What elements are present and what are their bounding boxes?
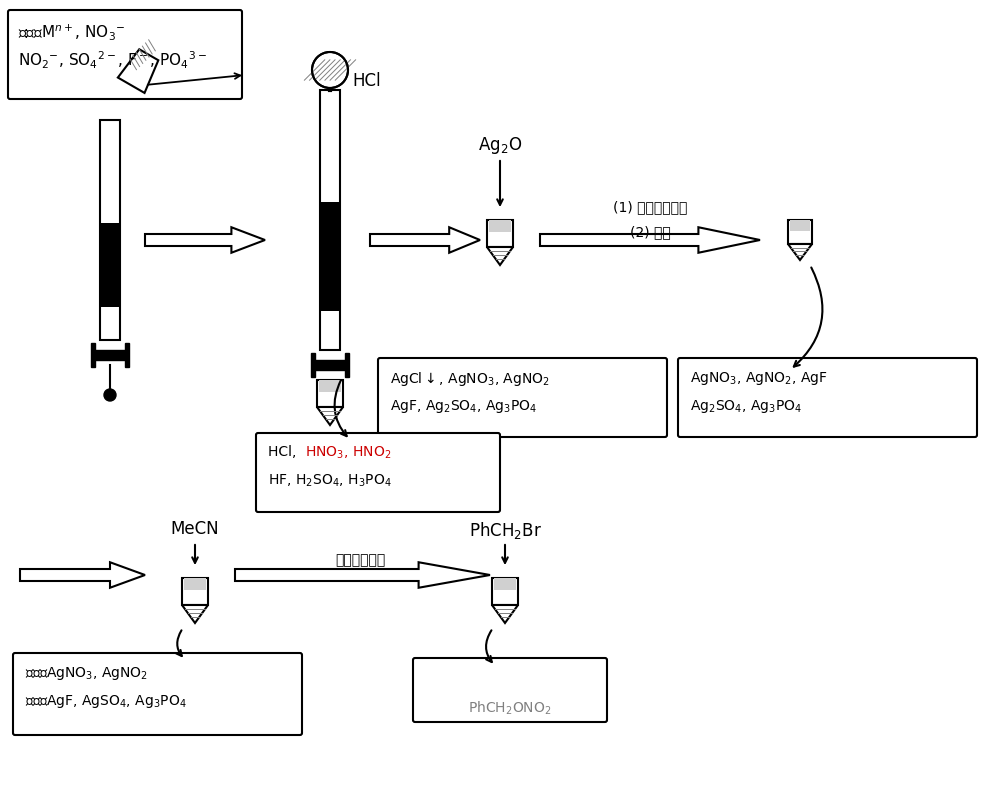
Polygon shape bbox=[118, 49, 158, 93]
FancyBboxPatch shape bbox=[256, 433, 500, 512]
Polygon shape bbox=[487, 247, 513, 265]
Text: Ag$_2$O: Ag$_2$O bbox=[478, 135, 522, 156]
Bar bbox=[319, 380, 341, 392]
Bar bbox=[320, 201, 340, 311]
Bar bbox=[320, 90, 340, 350]
Bar bbox=[311, 353, 315, 377]
Text: 不溶：AgF, AgSO$_4$, Ag$_3$PO$_4$: 不溶：AgF, AgSO$_4$, Ag$_3$PO$_4$ bbox=[25, 693, 187, 710]
Text: AgCl$\downarrow$, AgNO$_3$, AgNO$_2$: AgCl$\downarrow$, AgNO$_3$, AgNO$_2$ bbox=[390, 370, 550, 388]
Bar bbox=[489, 220, 511, 232]
Text: PhCH$_2$ONO$_2$: PhCH$_2$ONO$_2$ bbox=[468, 700, 552, 717]
Text: PhCH$_2$Br: PhCH$_2$Br bbox=[469, 520, 541, 541]
Bar bbox=[100, 120, 120, 340]
Circle shape bbox=[312, 52, 348, 88]
Text: AgNO$_3$, AgNO$_2$, AgF: AgNO$_3$, AgNO$_2$, AgF bbox=[690, 370, 828, 387]
FancyArrow shape bbox=[145, 228, 265, 253]
Bar bbox=[125, 343, 129, 367]
Bar bbox=[790, 220, 810, 231]
Text: (1) 离心除去沉淀: (1) 离心除去沉淀 bbox=[613, 200, 687, 214]
FancyArrow shape bbox=[540, 228, 760, 253]
FancyBboxPatch shape bbox=[378, 358, 667, 437]
FancyBboxPatch shape bbox=[8, 10, 242, 99]
Text: HCl,: HCl, bbox=[268, 445, 301, 459]
Bar bbox=[494, 578, 516, 590]
Text: HNO$_3$, HNO$_2$: HNO$_3$, HNO$_2$ bbox=[305, 445, 391, 461]
Text: 样品：M$^{n+}$, NO$_3$$^{-}$: 样品：M$^{n+}$, NO$_3$$^{-}$ bbox=[18, 22, 125, 42]
Bar bbox=[182, 578, 208, 605]
FancyBboxPatch shape bbox=[13, 653, 302, 735]
Bar bbox=[95, 350, 125, 360]
Bar bbox=[788, 220, 812, 244]
Bar bbox=[315, 360, 345, 370]
Text: HF, H$_2$SO$_4$, H$_3$PO$_4$: HF, H$_2$SO$_4$, H$_3$PO$_4$ bbox=[268, 473, 392, 489]
Polygon shape bbox=[317, 407, 343, 425]
FancyBboxPatch shape bbox=[678, 358, 977, 437]
Bar bbox=[317, 380, 343, 407]
Text: MeCN: MeCN bbox=[171, 520, 219, 538]
Text: (2) 冻干: (2) 冻干 bbox=[630, 225, 670, 239]
Bar bbox=[100, 224, 120, 307]
Circle shape bbox=[104, 389, 116, 401]
Bar bbox=[345, 353, 349, 377]
Bar bbox=[91, 343, 95, 367]
Bar bbox=[487, 220, 513, 247]
FancyArrow shape bbox=[20, 562, 145, 588]
FancyArrow shape bbox=[235, 562, 490, 588]
Text: AgF, Ag$_2$SO$_4$, Ag$_3$PO$_4$: AgF, Ag$_2$SO$_4$, Ag$_3$PO$_4$ bbox=[390, 398, 537, 415]
Polygon shape bbox=[182, 605, 208, 623]
Text: HCl: HCl bbox=[352, 72, 381, 90]
Polygon shape bbox=[492, 605, 518, 623]
Text: 离心除去沉淀: 离心除去沉淀 bbox=[335, 553, 385, 567]
Bar bbox=[492, 578, 518, 605]
Text: 溶解：AgNO$_3$, AgNO$_2$: 溶解：AgNO$_3$, AgNO$_2$ bbox=[25, 665, 148, 682]
Text: Ag$_2$SO$_4$, Ag$_3$PO$_4$: Ag$_2$SO$_4$, Ag$_3$PO$_4$ bbox=[690, 398, 802, 415]
FancyBboxPatch shape bbox=[413, 658, 607, 722]
FancyArrow shape bbox=[370, 228, 480, 253]
Bar bbox=[184, 578, 206, 590]
Text: NO$_2$$^{-}$, SO$_4$$^{2-}$, F$^-$, PO$_4$$^{3-}$: NO$_2$$^{-}$, SO$_4$$^{2-}$, F$^-$, PO$_… bbox=[18, 50, 207, 71]
Polygon shape bbox=[788, 244, 812, 260]
